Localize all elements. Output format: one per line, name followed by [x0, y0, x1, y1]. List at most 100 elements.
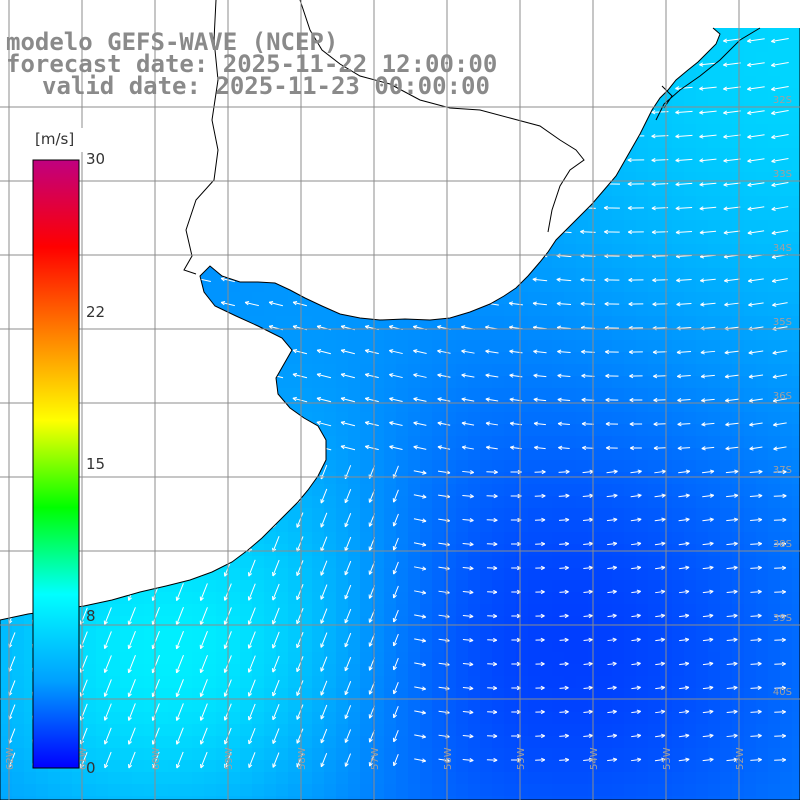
- wind-speed-cell: [228, 664, 241, 677]
- wind-speed-cell: [588, 220, 601, 233]
- wind-speed-cell: [780, 196, 793, 209]
- wind-speed-cell: [756, 580, 769, 593]
- wind-speed-cell: [720, 592, 733, 605]
- wind-speed-cell: [696, 280, 709, 293]
- wind-speed-cell: [744, 796, 757, 800]
- wind-speed-cell: [672, 784, 685, 797]
- wind-speed-cell: [540, 388, 553, 401]
- wind-speed-cell: [636, 136, 649, 149]
- wind-speed-cell: [492, 400, 505, 413]
- wind-speed-cell: [504, 376, 517, 389]
- wind-speed-cell: [576, 424, 589, 437]
- wind-speed-cell: [600, 376, 613, 389]
- wind-speed-cell: [648, 124, 661, 137]
- wind-speed-cell: [576, 664, 589, 677]
- wind-speed-cell: [612, 316, 625, 329]
- wind-speed-cell: [360, 616, 373, 629]
- wind-speed-cell: [720, 292, 733, 305]
- wind-speed-cell: [744, 436, 757, 449]
- wind-speed-cell: [336, 460, 349, 473]
- wind-speed-cell: [684, 460, 697, 473]
- wind-speed-cell: [576, 304, 589, 317]
- wind-speed-cell: [312, 640, 325, 653]
- wind-speed-cell: [792, 400, 800, 413]
- wind-speed-cell: [324, 484, 337, 497]
- wind-speed-cell: [696, 616, 709, 629]
- wind-speed-cell: [768, 76, 781, 89]
- wind-speed-cell: [504, 316, 517, 329]
- wind-speed-cell: [180, 676, 193, 689]
- wind-speed-cell: [768, 532, 781, 545]
- wind-speed-cell: [708, 628, 721, 641]
- wind-speed-cell: [276, 712, 289, 725]
- wind-speed-cell: [696, 268, 709, 281]
- wind-speed-cell: [408, 472, 421, 485]
- wind-speed-cell: [732, 736, 745, 749]
- wind-speed-cell: [492, 448, 505, 461]
- wind-speed-cell: [276, 760, 289, 773]
- wind-speed-cell: [600, 472, 613, 485]
- wind-speed-cell: [720, 448, 733, 461]
- wind-speed-cell: [288, 328, 301, 341]
- wind-speed-cell: [216, 568, 229, 581]
- wind-speed-cell: [240, 700, 253, 713]
- wind-speed-cell: [324, 556, 337, 569]
- wind-speed-cell: [624, 160, 637, 173]
- wind-speed-cell: [636, 400, 649, 413]
- wind-speed-cell: [684, 280, 697, 293]
- wind-speed-cell: [744, 184, 757, 197]
- wind-speed-cell: [456, 556, 469, 569]
- wind-speed-cell: [492, 568, 505, 581]
- wind-speed-cell: [420, 664, 433, 677]
- wind-speed-cell: [756, 28, 769, 41]
- wind-speed-cell: [372, 424, 385, 437]
- wind-speed-cell: [648, 616, 661, 629]
- wind-speed-cell: [732, 232, 745, 245]
- wind-speed-cell: [672, 652, 685, 665]
- wind-speed-cell: [672, 220, 685, 233]
- wind-speed-cell: [276, 580, 289, 593]
- wind-speed-cell: [468, 676, 481, 689]
- wind-speed-cell: [540, 328, 553, 341]
- wind-speed-cell: [756, 376, 769, 389]
- wind-speed-cell: [648, 724, 661, 737]
- wind-speed-cell: [228, 772, 241, 785]
- wind-speed-cell: [408, 604, 421, 617]
- wind-speed-cell: [600, 652, 613, 665]
- wind-speed-cell: [456, 508, 469, 521]
- wind-speed-cell: [780, 520, 793, 533]
- wind-speed-cell: [756, 772, 769, 785]
- wind-speed-cell: [312, 580, 325, 593]
- wind-speed-cell: [360, 472, 373, 485]
- wind-speed-cell: [348, 496, 361, 509]
- wind-speed-cell: [768, 328, 781, 341]
- wind-speed-cell: [420, 796, 433, 800]
- wind-speed-cell: [672, 136, 685, 149]
- wind-speed-cell: [420, 376, 433, 389]
- wind-speed-cell: [528, 760, 541, 773]
- wind-speed-cell: [456, 592, 469, 605]
- wind-speed-cell: [216, 280, 229, 293]
- wind-speed-cell: [468, 544, 481, 557]
- wind-speed-cell: [768, 136, 781, 149]
- wind-speed-cell: [576, 340, 589, 353]
- wind-speed-cell: [768, 436, 781, 449]
- wind-speed-cell: [228, 568, 241, 581]
- wind-speed-cell: [252, 292, 265, 305]
- wind-speed-cell: [540, 340, 553, 353]
- wind-speed-cell: [612, 772, 625, 785]
- wind-speed-cell: [312, 520, 325, 533]
- wind-speed-cell: [204, 664, 217, 677]
- wind-speed-cell: [780, 448, 793, 461]
- wind-speed-cell: [552, 352, 565, 365]
- wind-speed-cell: [456, 700, 469, 713]
- wind-speed-cell: [732, 652, 745, 665]
- wind-speed-cell: [792, 676, 800, 689]
- wind-speed-cell: [708, 352, 721, 365]
- wind-speed-cell: [300, 520, 313, 533]
- wind-speed-cell: [516, 388, 529, 401]
- wind-speed-cell: [384, 664, 397, 677]
- wind-speed-cell: [696, 460, 709, 473]
- wind-speed-cell: [576, 736, 589, 749]
- wind-speed-cell: [636, 532, 649, 545]
